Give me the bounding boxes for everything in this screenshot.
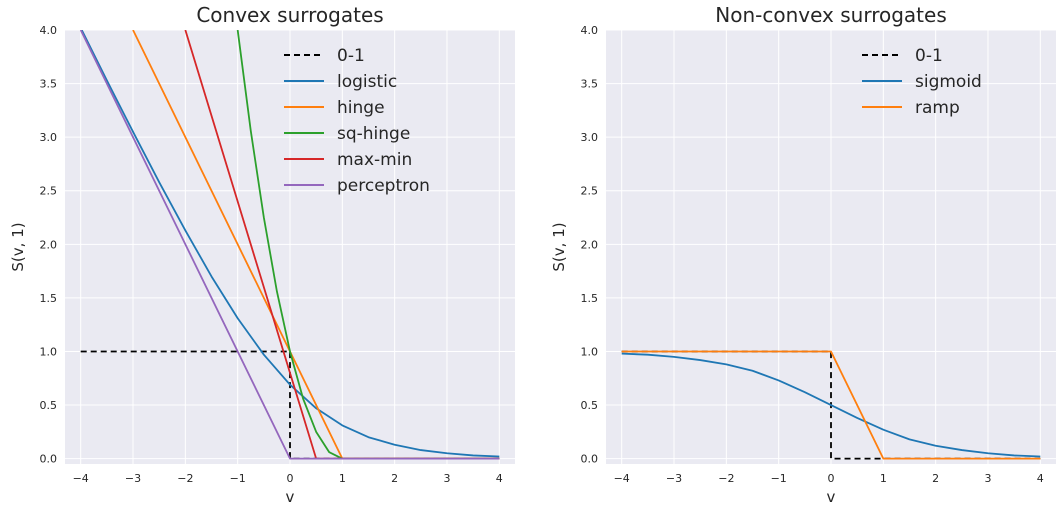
y-axis-label: S(v, 1) — [550, 222, 568, 271]
x-tick-label: 4 — [496, 472, 503, 485]
y-tick-label: 1.5 — [581, 292, 599, 305]
y-tick-label: 2.0 — [40, 238, 58, 251]
x-tick-label: 0 — [287, 472, 294, 485]
x-tick-label: −3 — [666, 472, 682, 485]
y-tick-label: 1.5 — [40, 292, 58, 305]
y-tick-label: 0.5 — [581, 399, 599, 412]
x-tick-label: −1 — [771, 472, 787, 485]
y-tick-label: 2.5 — [581, 185, 599, 198]
chart-title: Convex surrogates — [196, 3, 383, 27]
x-tick-label: 1 — [339, 472, 346, 485]
x-tick-label: 3 — [984, 472, 991, 485]
series-line-sq-hinge — [236, 30, 500, 460]
legend-label: max-min — [337, 150, 412, 170]
chart-panel-2: −4 −3 −2 −1 0 1 2 3 4 0.0 0.5 1.0 1.5 2.0 2.5 3.0 3.5 4.0… — [550, 3, 1056, 506]
chart-title: Non-convex surrogates — [715, 3, 946, 27]
x-tick-label: −4 — [614, 472, 630, 485]
legend-label: perceptron — [337, 176, 430, 196]
series-line-sigmoid — [621, 352, 1041, 458]
legend-label: 0-1 — [337, 46, 365, 66]
y-tick-label: 2.5 — [40, 185, 58, 198]
x-tick-label: −2 — [177, 472, 193, 485]
y-tick-label: 2.0 — [581, 238, 599, 251]
y-tick-label: 1.0 — [581, 345, 599, 358]
y-tick-label: 1.0 — [40, 345, 58, 358]
chart-panel-1: −4 −3 −2 −1 0 1 2 3 4 0.0 0.5 1.0 1.5 2.0 2.5 3.0 3.5 4.0… — [9, 3, 515, 506]
legend: 0-1 sigmoid ramp — [862, 46, 982, 118]
legend-label: 0-1 — [915, 46, 943, 66]
y-tick-label: 3.0 — [40, 131, 58, 144]
series-line-ramp — [621, 350, 1041, 460]
x-tick-label: 3 — [443, 472, 450, 485]
legend-label: hinge — [337, 98, 385, 118]
legend-label: logistic — [337, 72, 397, 92]
x-tick-label: −4 — [73, 472, 89, 485]
y-tick-label: 0.5 — [40, 399, 58, 412]
x-tick-label: −2 — [718, 472, 734, 485]
y-tick-label: 0.0 — [40, 453, 58, 466]
y-tick-label: 3.0 — [581, 131, 599, 144]
x-tick-label: 4 — [1037, 472, 1044, 485]
series-line-perceptron — [79, 30, 500, 460]
x-tick-label: 0 — [828, 472, 835, 485]
y-tick-label: 3.5 — [40, 78, 58, 91]
x-tick-label: 2 — [391, 472, 398, 485]
x-tick-label: −1 — [230, 472, 246, 485]
y-tick-label: 0.0 — [581, 453, 599, 466]
x-axis-label: v — [286, 488, 295, 506]
series-line-logistic — [80, 30, 500, 458]
y-tick-label: 4.0 — [581, 24, 599, 37]
x-tick-label: −3 — [125, 472, 141, 485]
x-tick-label: 2 — [932, 472, 939, 485]
legend-label: sigmoid — [915, 72, 982, 92]
legend: 0-1 logistic hinge sq-hinge max-min perceptro… — [284, 46, 430, 196]
x-tick-label: 1 — [880, 472, 887, 485]
legend-label: sq-hinge — [337, 124, 410, 144]
y-axis-label: S(v, 1) — [9, 222, 27, 271]
legend-label: ramp — [915, 98, 960, 118]
y-tick-label: 3.5 — [581, 78, 599, 91]
x-axis-label: v — [827, 488, 836, 506]
y-tick-label: 4.0 — [40, 24, 58, 37]
